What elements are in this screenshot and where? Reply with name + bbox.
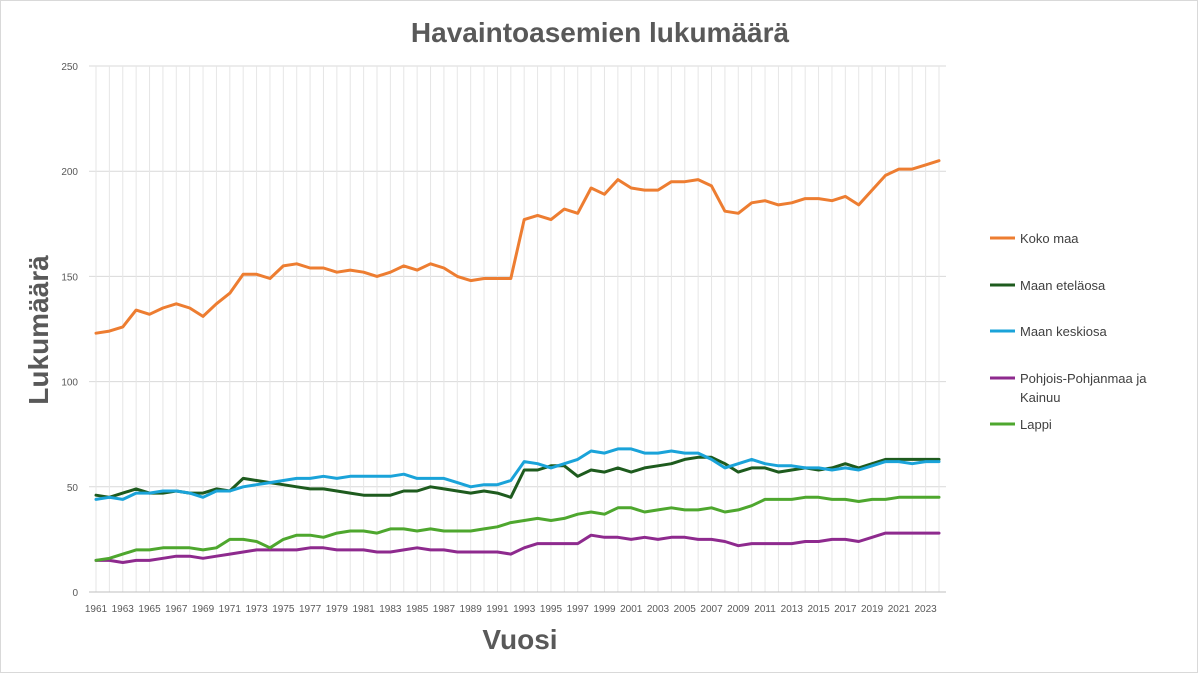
- legend-item: Lappi: [990, 417, 1052, 432]
- legend-label: Maan keskiosa: [1020, 324, 1107, 339]
- x-tick-label: 2003: [647, 604, 670, 615]
- legend: Koko maa Maan eteläosa Maan keskiosa Pohjoi…: [990, 231, 1147, 432]
- x-tick-label: 1969: [192, 604, 215, 615]
- series-line: [94, 531, 941, 564]
- legend-label: Pohjois-Pohjanmaa ja Kainuu: [1020, 371, 1147, 405]
- y-axis-title: Lukumäärä: [23, 255, 54, 405]
- x-tick-label: 1995: [540, 604, 563, 615]
- x-tick-label: 2017: [834, 604, 857, 615]
- y-tick-label: 150: [61, 272, 78, 283]
- series-line: [94, 447, 941, 501]
- legend-item: Pohjois-Pohjanmaa ja Kainuu: [990, 371, 1147, 405]
- x-tick-label: 1991: [486, 604, 509, 615]
- y-tick-label: 200: [61, 167, 78, 178]
- series-line: [94, 495, 941, 562]
- x-tick-label: 2001: [620, 604, 643, 615]
- x-tick-label: 2013: [781, 604, 804, 615]
- x-axis-ticks: 1961 1963 1965 1967 1969 1971 1973 1975 1977 1979…: [85, 604, 937, 615]
- x-tick-label: 1967: [165, 604, 188, 615]
- x-tick-label: 1997: [567, 604, 590, 615]
- x-tick-label: 1971: [219, 604, 242, 615]
- legend-item: Maan eteläosa: [990, 278, 1106, 293]
- x-tick-label: 1963: [112, 604, 135, 615]
- x-axis-title: Vuosi: [482, 624, 557, 655]
- x-tick-label: 1983: [379, 604, 402, 615]
- x-tick-label: 2021: [888, 604, 911, 615]
- x-tick-label: 2007: [700, 604, 723, 615]
- series-lines: [94, 159, 941, 564]
- y-tick-label: 250: [61, 62, 78, 73]
- y-axis-ticks: 0 50 100 150 200 250: [61, 62, 78, 599]
- legend-item: Maan keskiosa: [990, 324, 1107, 339]
- x-tick-label: 1985: [406, 604, 429, 615]
- x-tick-label: 1989: [460, 604, 483, 615]
- y-tick-label: 100: [61, 378, 78, 389]
- x-tick-label: 1993: [513, 604, 536, 615]
- x-tick-label: 1999: [593, 604, 616, 615]
- series-line: [94, 455, 941, 499]
- x-tick-label: 1987: [433, 604, 456, 615]
- x-tick-label: 2019: [861, 604, 884, 615]
- legend-label: Koko maa: [1020, 231, 1079, 246]
- y-tick-label: 50: [67, 483, 79, 494]
- x-tick-label: 2005: [674, 604, 697, 615]
- x-tick-label: 1979: [326, 604, 349, 615]
- x-tick-label: 2011: [754, 604, 776, 615]
- y-tick-label: 0: [72, 588, 78, 599]
- x-tick-label: 2009: [727, 604, 750, 615]
- x-tick-label: 1961: [85, 604, 108, 615]
- legend-label: Lappi: [1020, 417, 1052, 432]
- x-tick-label: 2015: [807, 604, 830, 615]
- legend-label: Maan eteläosa: [1020, 278, 1106, 293]
- x-tick-label: 1965: [138, 604, 161, 615]
- x-tick-label: 1973: [245, 604, 268, 615]
- x-tick-label: 2023: [914, 604, 937, 615]
- x-tick-label: 1977: [299, 604, 322, 615]
- x-tick-label: 1975: [272, 604, 295, 615]
- chart-title: Havaintoasemien lukumäärä: [411, 17, 790, 48]
- x-tick-label: 1981: [352, 604, 375, 615]
- legend-item: Koko maa: [990, 231, 1079, 246]
- gridlines: [89, 65, 946, 593]
- series-line: [94, 159, 941, 335]
